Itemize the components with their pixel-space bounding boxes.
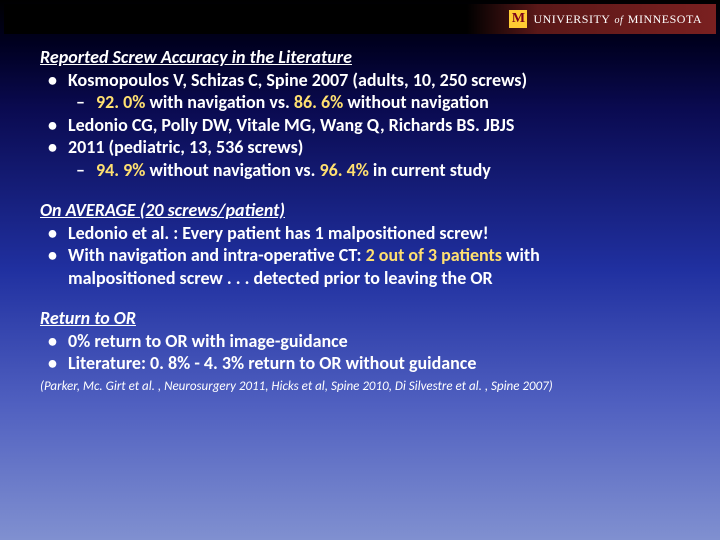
citation: (Parker, Mc. Girt et al. , Neurosurgery …	[40, 375, 680, 395]
section3-title: Return to OR	[40, 307, 680, 330]
univ-of: OF	[615, 15, 624, 26]
section3-bullet1: 0% return to OR with image-guidance	[40, 330, 680, 353]
text: in current study	[369, 159, 491, 181]
section1-bullet2-line1: Ledonio CG, Polly DW, Vitale MG, Wang Q,…	[40, 114, 680, 137]
hl-pct-1: 92. 0%	[96, 91, 145, 113]
univ-word-1: UNIVERSITY	[533, 12, 610, 26]
hl-pct-4: 96. 4%	[319, 159, 368, 181]
slide-content: Reported Screw Accuracy in the Literatur…	[40, 46, 680, 395]
slide: M UNIVERSITY OF MINNESOTA Reported Screw…	[0, 0, 720, 540]
text: with navigation vs.	[145, 91, 294, 113]
text: 2011 (pediatric, 13, 536 screws)	[68, 136, 303, 158]
university-logo: M UNIVERSITY OF MINNESOTA	[509, 10, 702, 28]
section3-bullet2: Literature: 0. 8% - 4. 3% return to OR w…	[40, 352, 680, 375]
section1-bullet2-sub: 94. 9% without navigation vs. 96. 4% in …	[40, 159, 680, 182]
text: without navigation vs.	[145, 159, 319, 181]
text: without navigation	[343, 91, 489, 113]
text: With navigation and intra-operative CT:	[68, 244, 366, 266]
section1-bullet1: Kosmopoulos V, Schizas C, Spine 2007 (ad…	[40, 69, 680, 92]
section2-bullet1: Ledonio et al. : Every patient has 1 mal…	[40, 222, 680, 245]
logo-m-icon: M	[509, 10, 527, 28]
section1-bullet2-line2: •2011 (pediatric, 13, 536 screws)	[40, 136, 680, 159]
section2-bullet2-line1: With navigation and intra-operative CT: …	[40, 244, 680, 267]
university-name: UNIVERSITY OF MINNESOTA	[533, 12, 702, 27]
section1-bullet1-sub: 92. 0% with navigation vs. 86. 6% withou…	[40, 91, 680, 114]
header-bar: M UNIVERSITY OF MINNESOTA	[4, 4, 716, 34]
section1-title: Reported Screw Accuracy in the Literatur…	[40, 46, 680, 69]
hl-pct-2: 86. 6%	[294, 91, 343, 113]
univ-word-2: MINNESOTA	[628, 12, 702, 26]
text: with	[502, 244, 540, 266]
hl-pct-3: 94. 9%	[96, 159, 145, 181]
section2-bullet2-line2: malpositioned screw . . . detected prior…	[40, 267, 680, 290]
section2-title: On AVERAGE (20 screws/patient)	[40, 199, 680, 222]
hl-ratio: 2 out of 3 patients	[366, 244, 502, 266]
